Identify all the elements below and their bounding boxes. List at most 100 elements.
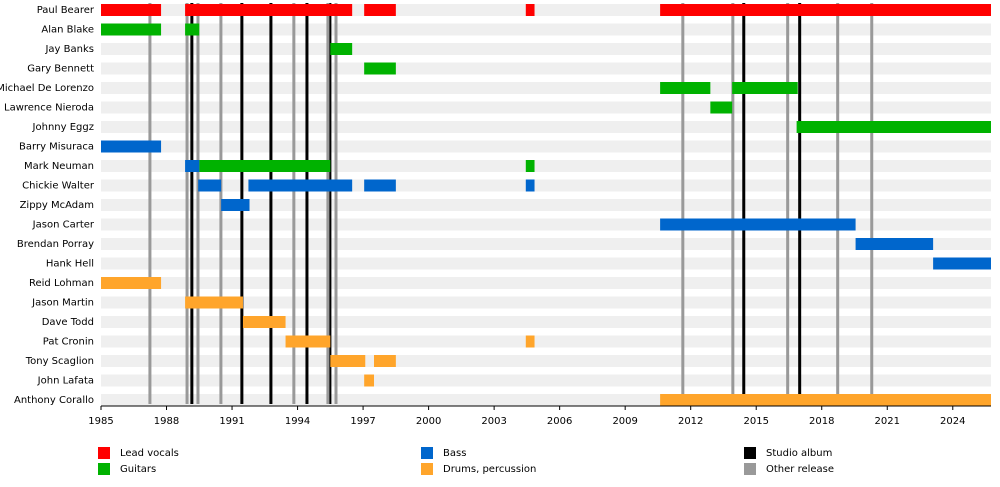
member-bar <box>525 335 535 348</box>
legend-label: Guitars <box>120 464 156 475</box>
legend-swatch <box>421 447 433 459</box>
member-bar <box>221 199 250 211</box>
member-label: Pat Cronin <box>43 337 94 348</box>
row-stripe <box>101 62 991 75</box>
member-bar <box>796 121 991 133</box>
row-stripe <box>101 335 991 348</box>
row-stripe <box>101 277 991 289</box>
member-bar <box>185 160 200 172</box>
member-bar <box>364 62 396 75</box>
member-label: Anthony Corallo <box>14 395 94 406</box>
x-tick-label: 2024 <box>940 416 965 427</box>
member-label: Michael De Lorenzo <box>0 83 94 94</box>
member-label: Chickie Walter <box>22 181 95 192</box>
x-tick-label: 1988 <box>154 416 179 427</box>
x-tick-label: 2021 <box>875 416 900 427</box>
member-label: Alan Blake <box>41 25 94 36</box>
member-bar <box>525 179 535 192</box>
row-stripe <box>101 82 991 94</box>
row-stripe <box>101 238 991 250</box>
legend-label: Bass <box>443 448 466 459</box>
member-label: Dave Todd <box>42 317 94 328</box>
member-label: Brendan Porray <box>17 239 94 250</box>
member-bar <box>525 160 535 172</box>
member-bar <box>660 218 856 231</box>
row-stripe <box>101 374 991 387</box>
member-bar <box>199 160 331 172</box>
member-bar <box>330 355 366 367</box>
row-stripe <box>101 355 991 367</box>
x-tick-label: 2015 <box>743 416 768 427</box>
row-stripe <box>101 257 991 270</box>
member-label: Hank Hell <box>46 259 94 270</box>
row-stripe <box>101 179 991 192</box>
member-label: Jason Martin <box>31 298 94 309</box>
member-bar <box>198 179 222 192</box>
member-label: Paul Bearer <box>37 5 95 16</box>
legend-swatch <box>98 447 110 459</box>
member-bar <box>660 4 991 16</box>
legend-label: Studio album <box>766 448 832 459</box>
member-bar <box>101 277 162 289</box>
member-bar <box>101 23 162 36</box>
legend-label: Other release <box>766 464 834 475</box>
member-bar <box>101 4 162 16</box>
member-bar <box>185 296 243 309</box>
member-label: Barry Misuraca <box>19 142 94 153</box>
member-label: Jason Carter <box>32 220 95 231</box>
legend-swatch <box>744 463 756 475</box>
member-bar <box>242 316 286 328</box>
member-bar <box>101 140 162 153</box>
member-label: Mark Neuman <box>24 161 94 172</box>
x-tick-label: 2018 <box>809 416 834 427</box>
member-bar <box>285 335 331 348</box>
member-bar <box>525 4 535 16</box>
member-label: Tony Scaglion <box>25 356 94 367</box>
member-bar <box>248 179 353 192</box>
member-bar <box>374 355 396 367</box>
row-stripe <box>101 121 991 133</box>
x-tick-label: 1994 <box>285 416 310 427</box>
member-bar <box>933 257 991 270</box>
x-tick-label: 2012 <box>678 416 703 427</box>
member-label: Reid Lohman <box>29 278 94 289</box>
member-label: Gary Bennett <box>27 64 94 75</box>
member-bar <box>710 101 733 114</box>
x-tick-label: 1991 <box>219 416 244 427</box>
x-tick-label: 2003 <box>481 416 506 427</box>
member-bar <box>660 82 711 94</box>
row-stripe <box>101 43 991 55</box>
x-tick-label: 2006 <box>547 416 572 427</box>
member-label: Johnny Eggz <box>32 122 94 133</box>
member-bar <box>364 4 396 16</box>
row-stripe <box>101 199 991 211</box>
member-bar <box>732 82 798 94</box>
legend-label: Drums, percussion <box>443 464 536 475</box>
row-stripe <box>101 316 991 328</box>
member-bar <box>660 394 991 406</box>
member-label: John Lafata <box>37 376 94 387</box>
member-bar <box>855 238 934 250</box>
row-stripe <box>101 101 991 114</box>
member-bar <box>364 179 396 192</box>
row-stripe <box>101 23 991 36</box>
member-label: Jay Banks <box>44 44 94 55</box>
member-bar <box>185 4 353 16</box>
member-label: Zippy McAdam <box>20 200 94 211</box>
legend-swatch <box>744 447 756 459</box>
row-stripe <box>101 140 991 153</box>
x-tick-label: 1997 <box>350 416 375 427</box>
row-stripe <box>101 218 991 231</box>
x-tick-label: 1985 <box>88 416 113 427</box>
legend-swatch <box>98 463 110 475</box>
x-tick-label: 2000 <box>416 416 441 427</box>
member-bar <box>330 43 353 55</box>
row-stripe <box>101 296 991 309</box>
member-bar <box>364 374 375 387</box>
member-label: Lawrence Nieroda <box>4 103 94 114</box>
x-tick-label: 2009 <box>612 416 637 427</box>
legend-label: Lead vocals <box>120 448 179 459</box>
member-bar <box>185 23 200 36</box>
legend-swatch <box>421 463 433 475</box>
